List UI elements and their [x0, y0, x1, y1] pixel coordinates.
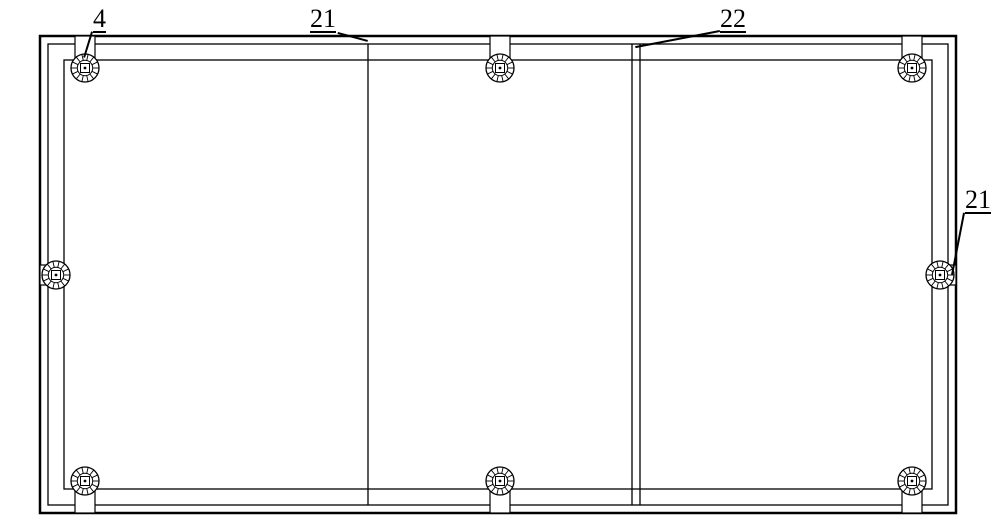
frame-middle	[48, 44, 948, 505]
bolt-node-7	[926, 261, 954, 289]
bolt-node-0	[71, 54, 99, 82]
bolt-node-1	[486, 54, 514, 82]
callout-label-22: 22	[720, 4, 746, 34]
bolt-node-5	[898, 467, 926, 495]
bolt-node-3	[71, 467, 99, 495]
bolt-node-6	[42, 261, 70, 289]
bolt-node-4	[486, 467, 514, 495]
frame-outer	[40, 36, 956, 513]
frame-inner	[64, 60, 932, 489]
bolt-node-2	[898, 54, 926, 82]
callout-label-21: 21	[965, 185, 991, 215]
callout-label-4: 4	[93, 4, 106, 34]
callout-label-21: 21	[310, 4, 336, 34]
technical-diagram	[0, 0, 1000, 531]
